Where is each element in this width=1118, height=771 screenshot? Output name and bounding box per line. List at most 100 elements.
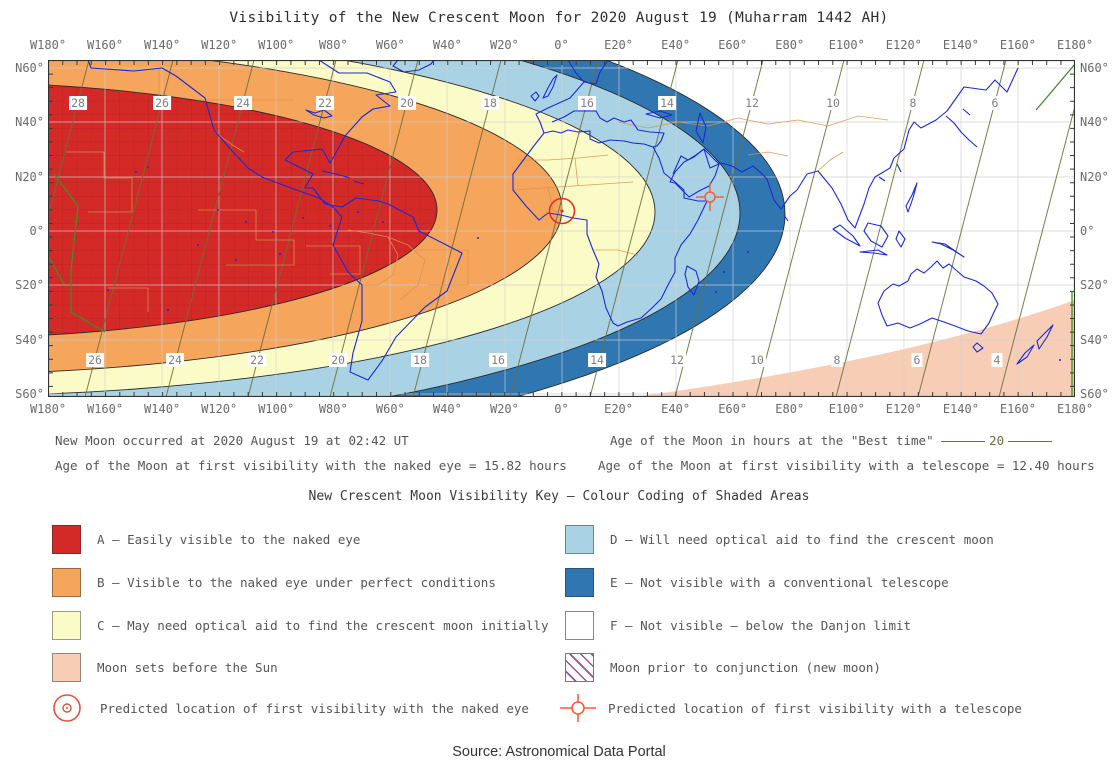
key-label: D — Will need optical aid to find the cr… [610, 531, 994, 547]
best-time-line [1008, 441, 1053, 442]
lat-label: S60° [15, 386, 44, 401]
lat-label: N20° [1080, 169, 1109, 184]
lon-label: E100° [828, 38, 865, 52]
lat-label: S20° [15, 278, 44, 293]
lon-label: W80° [318, 402, 348, 416]
lon-label: E120° [885, 402, 922, 416]
key-swatch-moon-sets [52, 652, 81, 682]
lon-axis-bottom: W180° W160° W140° W120° W100° W80° W60° … [30, 402, 1093, 418]
key-swatch-d [565, 524, 594, 554]
contour-label: 28 [69, 96, 87, 110]
moon-sets-region [634, 300, 1075, 397]
contour-label: 16 [489, 353, 507, 367]
lon-label: W20° [489, 402, 519, 416]
page-title: Visibility of the New Crescent Moon for … [229, 10, 889, 26]
country-borders [66, 70, 889, 312]
lat-label: S20° [1080, 278, 1109, 293]
marker-naked-eye [548, 197, 576, 225]
lon-label: E120° [885, 38, 922, 52]
lon-label: W20° [489, 38, 519, 52]
visibility-map: 28 26 24 22 20 18 16 14 12 10 8 6 26 24 … [48, 60, 1075, 397]
key-swatch-a [52, 524, 81, 554]
contour-label: 22 [248, 353, 266, 367]
lat-label: N20° [15, 169, 44, 184]
date-line-segments [48, 63, 1075, 397]
key-label: A — Easily visible to the naked eye [97, 531, 361, 547]
contour-label: 18 [481, 96, 499, 110]
coastlines [87, 60, 1054, 381]
lon-label: E160° [999, 38, 1036, 52]
lat-label: S40° [1080, 333, 1109, 348]
lon-label: E160° [999, 402, 1036, 416]
lon-label: W40° [432, 402, 462, 416]
graticule-grid [48, 60, 1075, 397]
lat-label: S40° [15, 333, 44, 348]
contour-label: 4 [991, 353, 1003, 367]
marker-telescope [696, 183, 724, 211]
contour-label: 26 [153, 96, 171, 110]
key-label: Moon prior to conjunction (new moon) [610, 659, 881, 675]
key-row: A — Easily visible to the naked eye [52, 523, 360, 555]
lon-label: W80° [318, 38, 348, 52]
key-label: F — Not visible — below the Danjon limit [610, 617, 912, 633]
source-text: Source: Astronomical Data Portal [452, 744, 666, 760]
lon-label: W100° [258, 402, 295, 416]
lon-label: E100° [828, 402, 865, 416]
lon-label: W120° [201, 38, 238, 52]
naked-eye-marker-icon [53, 694, 81, 722]
lat-label: N40° [15, 115, 44, 129]
lat-label: 0° [29, 223, 44, 238]
lat-axis-left: N60° N40° N20° 0° S20° S40° S60° [0, 60, 44, 401]
note-telescope: Age of the Moon at first visibility with… [598, 458, 1095, 473]
key-label: C — May need optical aid to find the cre… [97, 617, 549, 633]
key-label: Predicted location of first visibility w… [100, 700, 529, 716]
lon-label: E140° [942, 38, 979, 52]
key-row: C — May need optical aid to find the cre… [52, 609, 549, 641]
lon-label: W60° [375, 38, 405, 52]
lon-label: W100° [258, 38, 295, 52]
key-swatch-f [565, 610, 594, 640]
lon-label: E80° [775, 402, 805, 416]
key-row: D — Will need optical aid to find the cr… [565, 523, 994, 555]
lon-label: W120° [201, 402, 238, 416]
key-swatch-hatch [565, 652, 594, 682]
lon-label: E180° [1056, 402, 1094, 416]
lat-axis-right: N60° N40° N20° 0° S20° S40° S60° [1080, 60, 1118, 401]
contour-label: 10 [748, 353, 766, 367]
lon-label: E20° [604, 38, 633, 52]
lon-label: E60° [718, 402, 748, 416]
key-label: E — Not visible with a conventional tele… [610, 574, 949, 590]
contour-label: 10 [824, 96, 842, 110]
lon-label: E40° [661, 38, 691, 52]
contour-label: 8 [831, 353, 843, 367]
world-map-svg [48, 60, 1075, 397]
lat-label: N40° [1080, 115, 1109, 129]
best-time-value: 20 [989, 433, 1005, 448]
lon-label: E40° [661, 402, 691, 416]
note-best-time: Age of the Moon in hours at the "Best ti… [610, 433, 1053, 448]
contour-label: 12 [743, 96, 761, 110]
lon-label: E180° [1056, 38, 1094, 52]
lon-label: W40° [432, 38, 462, 52]
best-time-line [941, 441, 986, 442]
visibility-zones [48, 60, 786, 397]
lon-label: W160° [86, 402, 124, 416]
key-swatch-e [565, 567, 594, 597]
key-row: Moon prior to conjunction (new moon) [565, 651, 881, 683]
key-row: Predicted location of first visibility w… [558, 692, 1022, 724]
lat-label: N60° [15, 61, 44, 76]
lon-label: W160° [86, 38, 124, 52]
contour-label: 22 [316, 96, 334, 110]
contour-label: 14 [658, 96, 676, 110]
key-row: E — Not visible with a conventional tele… [565, 566, 949, 598]
note-new-moon: New Moon occurred at 2020 August 19 at 0… [55, 433, 409, 448]
lon-label: W180° [29, 38, 67, 52]
lat-label: N60° [1080, 61, 1109, 76]
telescope-marker-icon [560, 694, 596, 722]
contour-label: 20 [329, 353, 347, 367]
lon-label: W60° [375, 402, 405, 416]
lon-label: 0° [554, 402, 569, 416]
contour-label: 24 [166, 353, 184, 367]
contour-label: 26 [86, 353, 104, 367]
